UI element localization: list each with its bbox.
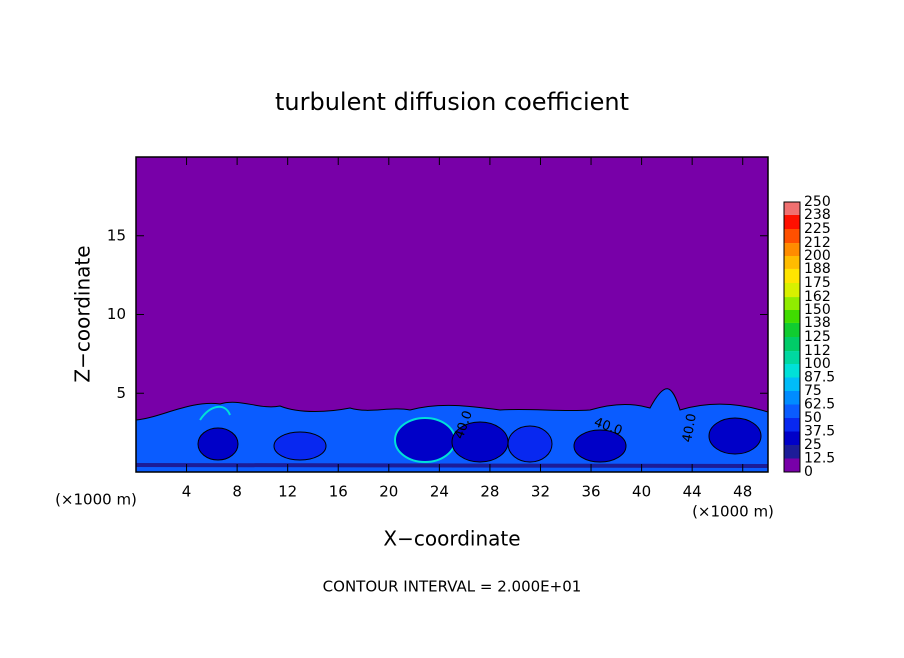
x-tick-label: 24	[430, 483, 449, 501]
colorbar-segment	[784, 229, 800, 244]
colorbar-label: 0	[804, 464, 813, 480]
colorbar-segment	[784, 322, 800, 337]
colorbar-label: 188	[804, 261, 831, 277]
y-axis-label: Z−coordinate	[71, 245, 95, 382]
colorbar-segment	[784, 337, 800, 352]
colorbar-segment	[784, 391, 800, 405]
contour-line	[199, 405, 231, 421]
colorbar-label: 175	[804, 275, 831, 291]
y-unit: (×1000 m)	[55, 491, 137, 509]
colorbar-label: 225	[804, 221, 831, 237]
x-tick-label: 20	[379, 483, 398, 501]
colorbar-segment	[784, 243, 800, 256]
x-tick-label: 4	[182, 483, 192, 501]
colorbar-segment	[784, 377, 800, 391]
x-tick-label: 32	[531, 483, 550, 501]
colorbar-segment	[784, 445, 800, 459]
colorbar-label: 125	[804, 329, 831, 345]
x-tick-label: 16	[329, 483, 348, 501]
field	[135, 157, 769, 473]
chart-title: turbulent diffusion coefficient	[275, 88, 629, 116]
surface-layer	[135, 463, 769, 468]
colorbar-label: 100	[804, 356, 831, 372]
x-tick-label: 36	[581, 483, 600, 501]
colorbar-label: 25	[804, 437, 822, 453]
colorbar-label: 212	[804, 235, 831, 251]
x-axis-label: X−coordinate	[383, 527, 520, 551]
colorbar-label: 250	[804, 194, 831, 210]
x-tick-label: 28	[480, 483, 499, 501]
eddy	[273, 431, 327, 461]
colorbar-label: 112	[804, 343, 831, 359]
x-tick-label: 8	[232, 483, 242, 501]
colorbar-segment	[784, 214, 800, 229]
eddy	[708, 417, 762, 455]
colorbar-label: 62.5	[804, 397, 835, 413]
colorbar-label: 37.5	[804, 424, 835, 440]
y-tick-label: 5	[116, 384, 126, 402]
colorbar-label: 75	[804, 383, 822, 399]
colorbar-label: 87.5	[804, 370, 835, 386]
x-tick-label: 12	[278, 483, 297, 501]
y-tick-label: 15	[107, 226, 126, 244]
colorbar-label: 162	[804, 289, 831, 305]
x-unit: (×1000 m)	[692, 503, 774, 521]
colorbar-label: 12.5	[804, 451, 835, 467]
eddy	[573, 429, 627, 463]
colorbar-segment	[784, 351, 800, 364]
colorbar-label: 50	[804, 410, 822, 426]
eddy	[394, 417, 456, 463]
colorbar-segment	[784, 364, 800, 378]
colorbar-label: 200	[804, 248, 831, 264]
y-tick-label: 10	[107, 305, 126, 323]
colorbar-frame	[783, 201, 801, 473]
colorbar-segment	[784, 202, 800, 215]
contour-label: 40.0	[680, 412, 700, 443]
colorbar-segment	[784, 283, 800, 298]
colorbar-segment	[784, 297, 800, 310]
colorbar-segment	[784, 431, 800, 445]
colorbar-label: 150	[804, 302, 831, 318]
colorbar-segment	[784, 458, 800, 472]
footnote: CONTOUR INTERVAL = 2.000E+01	[323, 578, 582, 596]
colorbar-segment	[784, 404, 800, 418]
colorbar-segment	[784, 310, 800, 323]
eddy	[507, 425, 553, 463]
colorbar-segment	[784, 268, 800, 283]
colorbar-label: 138	[804, 315, 831, 331]
eddy	[197, 427, 239, 461]
x-tick-label: 44	[683, 483, 702, 501]
x-tick-label: 48	[733, 483, 752, 501]
colorbar-label: 238	[804, 207, 831, 223]
colorbar-segment	[784, 418, 800, 432]
colorbar-segment	[784, 256, 800, 269]
x-tick-label: 40	[632, 483, 651, 501]
